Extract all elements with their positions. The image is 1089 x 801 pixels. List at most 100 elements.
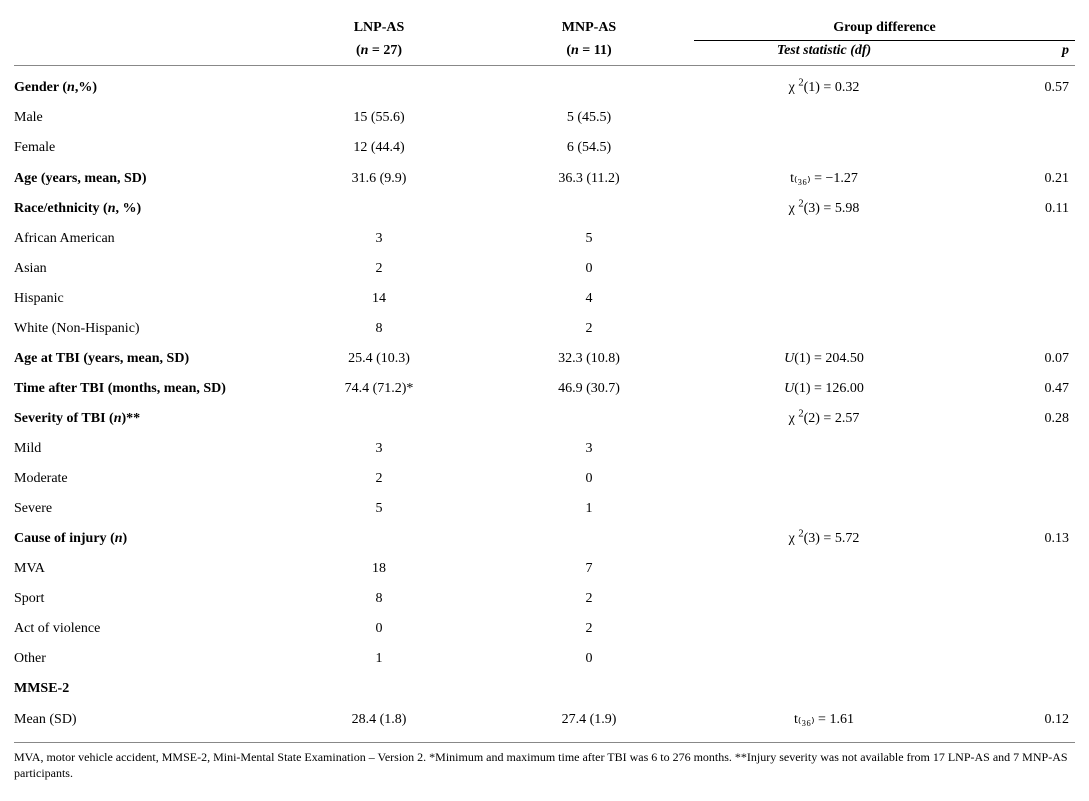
cell-p [954,584,1075,614]
cell-lnp [274,404,484,434]
col-header-mnp-n: (n = 11) [484,41,694,66]
row-label: Severe [14,494,274,524]
table-row: Asian20 [14,254,1075,284]
cell-lnp: 5 [274,494,484,524]
cell-p [954,224,1075,254]
cell-stat [694,554,954,584]
table-footnote: MVA, motor vehicle accident, MMSE-2, Min… [14,743,1075,781]
cell-lnp: 74.4 (71.2)* [274,374,484,404]
row-label: White (Non-Hispanic) [14,314,274,344]
cell-lnp: 18 [274,554,484,584]
cell-lnp: 0 [274,614,484,644]
cell-mnp: 6 (54.5) [484,133,694,163]
cell-stat [694,464,954,494]
cell-stat [694,434,954,464]
cell-p: 0.12 [954,704,1075,743]
row-label: Male [14,103,274,133]
cell-p [954,254,1075,284]
cell-mnp: 2 [484,614,694,644]
cell-p [954,434,1075,464]
table-row: Sport82 [14,584,1075,614]
cell-lnp: 12 (44.4) [274,133,484,163]
table-row: Act of violence02 [14,614,1075,644]
cell-stat [694,314,954,344]
table-row: Severe51 [14,494,1075,524]
col-header-lnp-n: (n = 27) [274,41,484,66]
cell-mnp: 3 [484,434,694,464]
table-row: MVA187 [14,554,1075,584]
col-header-p: p [954,41,1075,66]
row-label: African American [14,224,274,254]
table-row: Other10 [14,644,1075,674]
cell-p [954,314,1075,344]
row-label: Severity of TBI (n)** [14,404,274,434]
cell-stat: U(1) = 126.00 [694,374,954,404]
row-label: Mild [14,434,274,464]
cell-stat: t₍₃₆₎ = −1.27 [694,163,954,194]
cell-stat: χ 2(2) = 2.57 [694,404,954,434]
cell-stat [694,644,954,674]
cell-mnp: 2 [484,584,694,614]
cell-lnp: 25.4 (10.3) [274,344,484,374]
cell-mnp [484,194,694,224]
row-label: Time after TBI (months, mean, SD) [14,374,274,404]
cell-lnp: 2 [274,464,484,494]
cell-lnp: 14 [274,284,484,314]
table-row: MMSE-2 [14,674,1075,704]
cell-mnp: 4 [484,284,694,314]
cell-lnp [274,194,484,224]
table-row: Moderate20 [14,464,1075,494]
row-label: Age (years, mean, SD) [14,163,274,194]
cell-p [954,464,1075,494]
row-label: Other [14,644,274,674]
cell-stat [694,103,954,133]
table-row: Mild33 [14,434,1075,464]
table-body: Gender (n,%)χ 2(1) = 0.320.57Male15 (55.… [14,66,1075,743]
cell-mnp: 7 [484,554,694,584]
cell-mnp: 27.4 (1.9) [484,704,694,743]
row-label: Age at TBI (years, mean, SD) [14,344,274,374]
cell-p: 0.07 [954,344,1075,374]
table-row: Race/ethnicity (n, %)χ 2(3) = 5.980.11 [14,194,1075,224]
table-row: African American35 [14,224,1075,254]
row-label: Hispanic [14,284,274,314]
table-row: Time after TBI (months, mean, SD)74.4 (7… [14,374,1075,404]
table-header: LNP-AS MNP-AS Group difference (n = 27) … [14,20,1075,66]
cell-mnp [484,404,694,434]
cell-stat [694,584,954,614]
cell-p [954,614,1075,644]
cell-p: 0.47 [954,374,1075,404]
cell-lnp: 15 (55.6) [274,103,484,133]
cell-p [954,133,1075,163]
cell-lnp [274,66,484,104]
cell-lnp: 8 [274,314,484,344]
row-label: Act of violence [14,614,274,644]
demographics-table: LNP-AS MNP-AS Group difference (n = 27) … [14,20,1075,743]
table-row: Male15 (55.6)5 (45.5) [14,103,1075,133]
col-header-group-diff: Group difference [694,20,1075,41]
cell-stat: χ 2(3) = 5.72 [694,524,954,554]
row-label: MMSE-2 [14,674,274,704]
cell-stat [694,133,954,163]
row-label: MVA [14,554,274,584]
table-row: Age at TBI (years, mean, SD)25.4 (10.3)3… [14,344,1075,374]
row-label: Moderate [14,464,274,494]
cell-mnp [484,66,694,104]
cell-lnp: 28.4 (1.8) [274,704,484,743]
cell-mnp: 46.9 (30.7) [484,374,694,404]
col-header-lnp: LNP-AS [274,20,484,41]
cell-stat [694,254,954,284]
cell-lnp [274,524,484,554]
cell-lnp [274,674,484,704]
mnp-label: MNP-AS [562,20,616,35]
cell-mnp: 0 [484,644,694,674]
cell-stat: t₍₃₆₎ = 1.61 [694,704,954,743]
col-header-mnp: MNP-AS [484,20,694,41]
cell-lnp: 2 [274,254,484,284]
cell-stat [694,494,954,524]
table-row: White (Non-Hispanic)82 [14,314,1075,344]
cell-p [954,103,1075,133]
cell-lnp: 31.6 (9.9) [274,163,484,194]
cell-p [954,554,1075,584]
cell-p: 0.13 [954,524,1075,554]
